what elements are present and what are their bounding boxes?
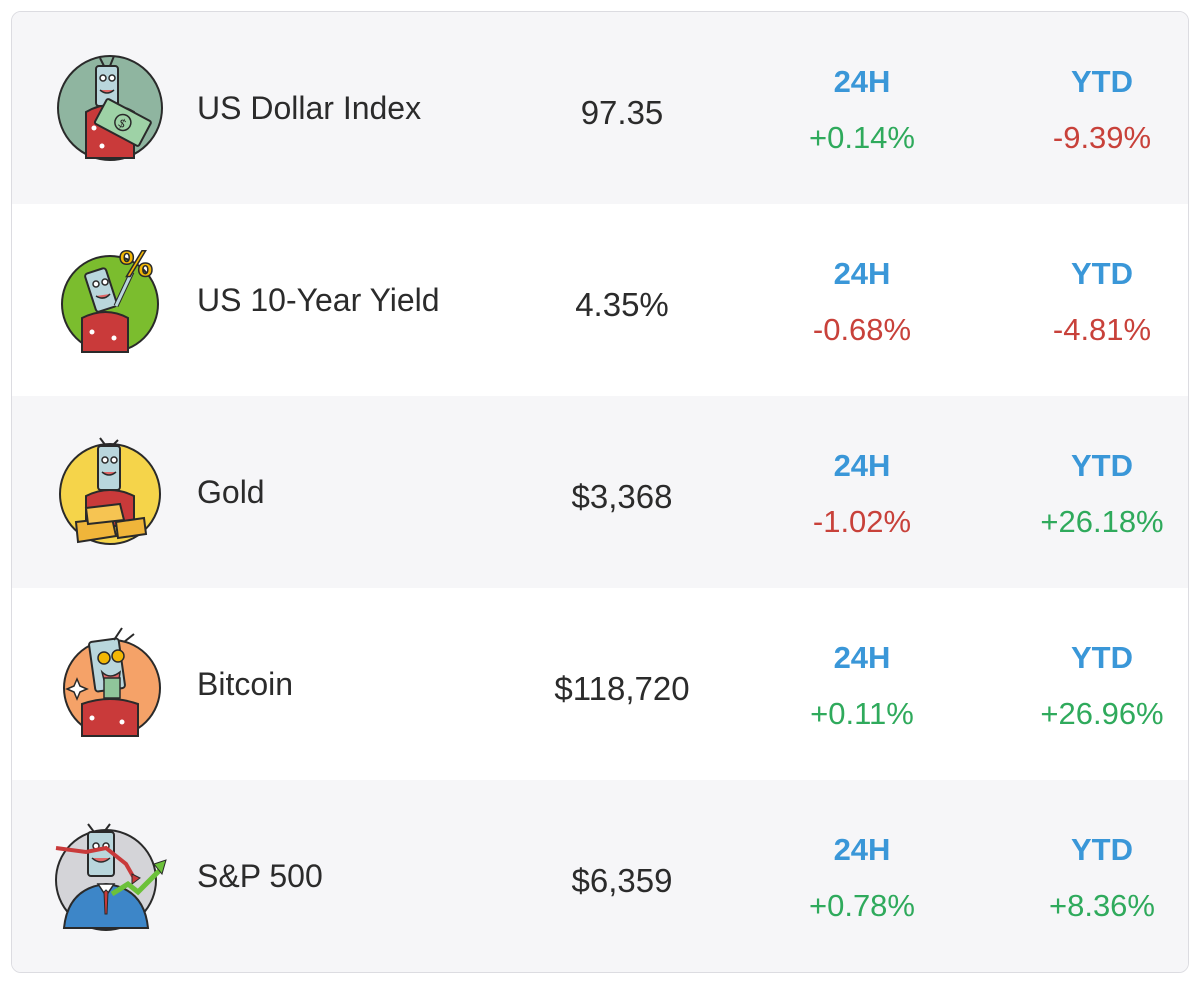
change-24h-label: 24H [833,448,891,483]
change-ytd-value: +26.18% [1040,504,1164,539]
market-row-sp-500[interactable]: S&P 500 $6,359 24H +0.78% YTD +8.36% [12,780,1188,972]
asset-price: $3,368 [571,478,673,515]
change-ytd-value: +26.96% [1040,696,1164,731]
bitcoin-mascot-icon [52,626,168,742]
market-row-us-dollar-index[interactable]: $ US Dollar Index 97.35 24H +0.14% YTD -… [12,12,1188,204]
market-summary-card: $ US Dollar Index 97.35 24H +0.14% YTD -… [11,11,1189,973]
change-24h-label: 24H [833,832,891,867]
asset-name: US Dollar Index [197,90,422,126]
change-24h-value: -0.68% [812,312,912,347]
market-row-gold[interactable]: Gold $3,368 24H -1.02% YTD +26.18% [12,396,1188,588]
change-24h-value: +0.78% [808,888,915,923]
change-24h-value: -1.02% [812,504,912,539]
gold-mascot-icon [52,434,168,550]
change-24h-value: +0.11% [810,696,914,731]
change-ytd-value: -9.39% [1052,120,1152,155]
change-ytd-label: YTD [1071,448,1133,483]
asset-price: $6,359 [571,862,673,899]
asset-price: 97.35 [580,94,664,131]
asset-name: Bitcoin [197,666,294,702]
change-ytd-value: -4.81% [1052,312,1152,347]
yield-mascot-icon: % [52,242,168,358]
change-ytd-label: YTD [1071,64,1133,99]
asset-price: 4.35% [575,286,669,323]
market-row-bitcoin[interactable]: Bitcoin $118,720 24H +0.11% YTD +26.96% [12,588,1188,780]
change-ytd-value: +8.36% [1048,888,1155,923]
change-24h-label: 24H [833,64,891,99]
change-24h-label: 24H [833,640,891,675]
sp500-mascot-icon [52,818,168,934]
asset-name: Gold [197,474,265,510]
asset-name: US 10-Year Yield [197,282,440,318]
svg-text:%: % [119,245,153,285]
change-ytd-label: YTD [1071,832,1133,867]
change-24h-label: 24H [833,256,891,291]
dollar-mascot-icon: $ [52,50,168,166]
asset-price: $118,720 [554,670,690,707]
change-ytd-label: YTD [1071,640,1133,675]
change-24h-value: +0.14% [808,120,915,155]
change-ytd-label: YTD [1071,256,1133,291]
asset-name: S&P 500 [197,858,323,894]
market-row-us-10-year-yield[interactable]: % US 10-Year Yield 4.35% 24H -0.68% YTD … [12,204,1188,396]
